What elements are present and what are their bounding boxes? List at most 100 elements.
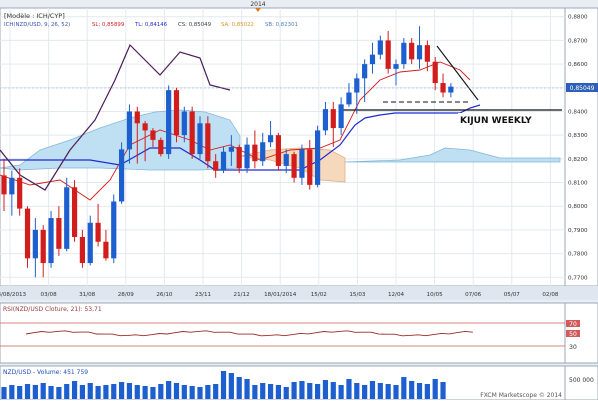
candle-body <box>385 40 391 69</box>
candle-body <box>166 90 172 155</box>
candle-body <box>432 61 438 84</box>
candle-body <box>119 149 125 202</box>
legend-item: ICH(NZD/USD, 9, 26, 52) <box>4 22 70 28</box>
volume-bar <box>440 382 446 399</box>
candle-body <box>228 147 234 152</box>
candle-body <box>220 151 227 171</box>
candle-body <box>236 147 242 169</box>
rsi-70-tag <box>566 320 580 327</box>
volume-bar <box>173 383 180 399</box>
candle-body <box>299 149 305 178</box>
candle-body <box>142 123 148 131</box>
price-tick-label: 0,7800 <box>568 252 588 258</box>
candle-body <box>56 218 62 249</box>
candle-body <box>307 149 313 185</box>
bullish-cloud <box>0 109 241 171</box>
volume-label: NZD/USD - Volume: 451 759 <box>3 369 88 376</box>
volume-bar <box>213 384 219 399</box>
candle-body <box>409 42 415 60</box>
candle-body <box>291 154 297 178</box>
candle-body <box>393 64 399 69</box>
candle-body <box>95 222 101 242</box>
volume-bar <box>401 377 407 399</box>
volume-bar <box>17 386 23 399</box>
current-price-badge <box>566 83 598 92</box>
price-tick-label: 0,7700 <box>568 275 588 281</box>
volume-bar <box>236 377 242 399</box>
legend-item: SL: 0,85899 <box>92 22 125 28</box>
candle-body <box>181 111 187 136</box>
date-axis-bg <box>0 286 598 300</box>
legend-item: CS: 0,85049 <box>178 22 212 28</box>
volume-bar <box>189 386 195 399</box>
volume-bar <box>369 381 376 399</box>
candle-body <box>40 229 46 264</box>
candle-body <box>9 177 15 195</box>
candle-body <box>32 229 38 259</box>
candle-body <box>260 142 266 162</box>
volume-bar <box>40 383 46 399</box>
price-tick-label: 0,8100 <box>568 181 588 187</box>
volume-bar <box>205 385 211 399</box>
candle-body <box>416 45 423 60</box>
volume-bar <box>134 385 140 399</box>
candle-body <box>111 201 117 259</box>
candle-body <box>275 135 281 166</box>
legend-item: SA: 0,85022 <box>221 22 254 28</box>
model-title: [Modèle : ICH/CYP] <box>4 12 65 20</box>
volume-bar <box>158 384 164 399</box>
volume-bar <box>111 384 117 399</box>
volume-bar <box>9 385 15 399</box>
candle-body <box>424 45 430 62</box>
volume-bar <box>126 383 133 399</box>
date-label: 05/07 <box>504 292 521 298</box>
volume-bar <box>48 386 54 399</box>
candle-body <box>17 177 23 209</box>
candle-body <box>338 104 344 129</box>
date-label: 12/04 <box>388 292 405 298</box>
volume-bar <box>409 381 415 399</box>
indicator-legend: ICH(NZD/USD, 9, 26, 52) SL: 0,85899 TL: 0,… <box>4 22 298 28</box>
candle-body <box>322 109 329 131</box>
volume-bar <box>197 387 203 399</box>
price-tick-label: 0,8600 <box>568 62 588 68</box>
candle-body <box>64 187 70 249</box>
candle-body <box>197 123 203 155</box>
price-tick-label: 0,8800 <box>568 15 588 21</box>
volume-bar <box>24 384 31 399</box>
volume-bar <box>330 382 336 399</box>
candle-body <box>440 83 446 93</box>
rsi-line <box>25 330 473 337</box>
candle-body <box>150 130 156 140</box>
legend-item: SB: 0,82301 <box>265 22 298 28</box>
candle-body <box>330 109 336 129</box>
volume-bar <box>87 383 93 399</box>
candle-body <box>252 144 258 162</box>
volume-bar <box>346 379 352 399</box>
trendline <box>436 45 479 101</box>
candle-body <box>346 92 352 105</box>
volume-bar <box>299 381 305 399</box>
volume-bar <box>291 382 297 399</box>
date-label: 10/05 <box>427 292 444 298</box>
price-tick-label: 0,8200 <box>568 157 588 163</box>
volume-bar <box>103 385 109 399</box>
rsi-tick-50: 50 <box>569 331 577 338</box>
candlesticks <box>1 26 454 278</box>
date-label: 03/08 <box>41 292 58 298</box>
candle-body <box>79 237 85 264</box>
volume-bar <box>432 379 438 399</box>
volume-bar <box>95 386 101 399</box>
candle-body <box>173 90 180 136</box>
candle-body <box>401 42 407 65</box>
candle-body <box>244 144 250 169</box>
volume-bar <box>79 385 85 399</box>
candle-body <box>205 123 211 162</box>
volume-bar <box>244 379 250 399</box>
volume-bar <box>424 384 430 399</box>
volume-bar <box>1 387 7 399</box>
candle-body <box>103 241 109 259</box>
date-label: 15/03 <box>349 292 366 298</box>
